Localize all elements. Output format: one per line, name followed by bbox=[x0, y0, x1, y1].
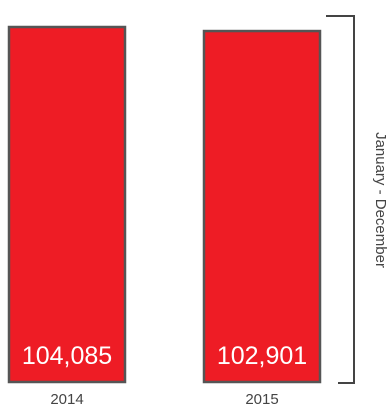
bar-2015 bbox=[202, 29, 322, 384]
value-label-2014: 104,085 bbox=[22, 342, 112, 370]
labels-group: 104,085 2014 102,901 2015 bbox=[22, 342, 307, 408]
x-tick-label-2015: 2015 bbox=[245, 391, 278, 408]
value-label-2015: 102,901 bbox=[217, 342, 307, 370]
bar-2014 bbox=[7, 25, 127, 384]
x-tick-label-2014: 2014 bbox=[50, 391, 83, 408]
date-range-bracket bbox=[326, 15, 355, 384]
date-range-label: January - December bbox=[372, 132, 389, 268]
bars-group bbox=[7, 25, 322, 384]
